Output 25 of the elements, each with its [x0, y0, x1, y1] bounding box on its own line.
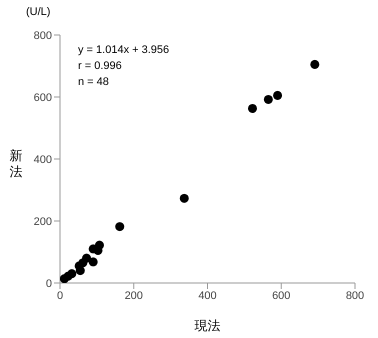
- point: [248, 104, 257, 113]
- annotation: y = 1.014x + 3.956: [78, 43, 170, 58]
- y-tick-label: 600: [34, 92, 52, 104]
- y-tick-label: 400: [34, 154, 52, 166]
- x-tick-label: 200: [124, 290, 143, 302]
- x-tick-label: 800: [346, 290, 364, 302]
- text: (U/L): [26, 6, 50, 18]
- x-tick-label: 0: [56, 290, 64, 302]
- point: [310, 60, 320, 69]
- y-tick-label: 0: [46, 278, 52, 290]
- point: [76, 266, 85, 276]
- x-axis-title: 現法: [194, 318, 220, 333]
- point: [88, 257, 98, 266]
- point: [273, 90, 282, 100]
- x-tick-label: 600: [272, 290, 290, 302]
- annotation: n = 48: [78, 75, 110, 90]
- point: [180, 194, 189, 203]
- point: [60, 274, 69, 283]
- y-axis-title: 新法: [8, 148, 24, 180]
- point: [115, 222, 124, 232]
- annotation: r = 0.996: [78, 59, 123, 74]
- point: [264, 94, 273, 104]
- y-tick-label: 800: [34, 30, 52, 42]
- x-tick-label: 400: [198, 290, 217, 302]
- y-tick-label: 200: [34, 216, 52, 228]
